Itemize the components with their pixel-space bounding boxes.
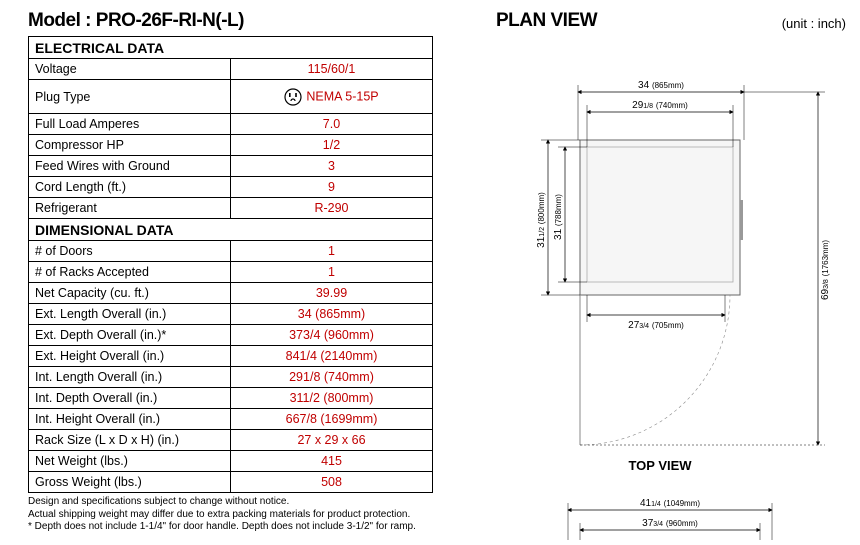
row-value: 27 x 29 x 66 (231, 430, 433, 451)
row-label: Refrigerant (29, 198, 231, 219)
svg-text:31 (788mm): 31 (788mm) (553, 194, 564, 240)
row-label: Net Capacity (cu. ft.) (29, 283, 231, 304)
row-value: 39.99 (231, 283, 433, 304)
row-value: 1 (231, 241, 433, 262)
top-view-label: TOP VIEW (628, 458, 692, 473)
row-value: 841/4 (2140mm) (231, 346, 433, 367)
row-label: Gross Weight (lbs.) (29, 472, 231, 493)
left-column: Model : PRO-26F-RI-N(-L) ELECTRICAL DATA… (28, 10, 433, 534)
row-label: Rack Size (L x D x H) (in.) (29, 430, 231, 451)
row-value: 115/60/1 (231, 59, 433, 80)
footnote-line: Design and specifications subject to cha… (28, 496, 433, 509)
row-value: R-290 (231, 198, 433, 219)
dim-27-3-4: 273/4 (705mm) (587, 295, 725, 331)
footnotes: Design and specifications subject to cha… (28, 496, 433, 534)
row-label: # of Racks Accepted (29, 262, 231, 283)
electrical-header: ELECTRICAL DATA (29, 37, 433, 59)
spec-table: ELECTRICAL DATA Voltage115/60/1 Plug Typ… (28, 36, 433, 493)
unit-label: (unit : inch) (782, 16, 846, 31)
row-value: 9 (231, 177, 433, 198)
row-value: 311/2 (800mm) (231, 388, 433, 409)
row-label: Ext. Depth Overall (in.)* (29, 325, 231, 346)
row-value: 667/8 (1699mm) (231, 409, 433, 430)
row-label: Int. Length Overall (in.) (29, 367, 231, 388)
row-label: Compressor HP (29, 135, 231, 156)
svg-text:291/8 (740mm): 291/8 (740mm) (632, 100, 688, 111)
row-value: 508 (231, 472, 433, 493)
svg-text:34 (865mm): 34 (865mm) (638, 80, 684, 91)
dim-34: 34 (865mm) (578, 80, 744, 140)
row-value: 373/4 (960mm) (231, 325, 433, 346)
svg-text:373/4 (960mm): 373/4 (960mm) (642, 518, 698, 529)
row-label: # of Doors (29, 241, 231, 262)
row-label: Int. Height Overall (in.) (29, 409, 231, 430)
footnote-line: Actual shipping weight may differ due to… (28, 509, 433, 522)
row-value: 34 (865mm) (231, 304, 433, 325)
row-value: 1/2 (231, 135, 433, 156)
row-label: Int. Depth Overall (in.) (29, 388, 231, 409)
row-label: Feed Wires with Ground (29, 156, 231, 177)
row-value-plug: NEMA 5-15P (231, 80, 433, 114)
top-view-body (580, 140, 743, 445)
row-label: Full Load Amperes (29, 114, 231, 135)
row-value: 7.0 (231, 114, 433, 135)
plug-text: NEMA 5-15P (306, 89, 378, 103)
row-value: 1 (231, 262, 433, 283)
row-value: 415 (231, 451, 433, 472)
model-title: Model : PRO-26F-RI-N(-L) (28, 10, 433, 32)
row-label: Voltage (29, 59, 231, 80)
footnote-line: * Depth does not include 1-1/4" for door… (28, 521, 433, 534)
svg-text:311/2 (800mm): 311/2 (800mm) (536, 192, 547, 248)
row-label: Net Weight (lbs.) (29, 451, 231, 472)
row-label: Cord Length (ft.) (29, 177, 231, 198)
row-label: Plug Type (29, 80, 231, 114)
svg-text:411/4 (1049mm): 411/4 (1049mm) (640, 498, 700, 509)
row-value: 3 (231, 156, 433, 177)
row-label: Ext. Height Overall (in.) (29, 346, 231, 367)
svg-text:273/4 (705mm): 273/4 (705mm) (628, 320, 684, 331)
plug-icon (284, 88, 302, 106)
plan-view-diagram: 34 (865mm) 291/8 (740mm) 311/2 (800mm) 3… (500, 70, 840, 540)
svg-text:693/8 (1763mm): 693/8 (1763mm) (820, 240, 831, 300)
row-value: 291/8 (740mm) (231, 367, 433, 388)
dimensional-header: DIMENSIONAL DATA (29, 219, 433, 241)
row-label: Ext. Length Overall (in.) (29, 304, 231, 325)
dim-37-3-4: 373/4 (960mm) (580, 518, 760, 540)
